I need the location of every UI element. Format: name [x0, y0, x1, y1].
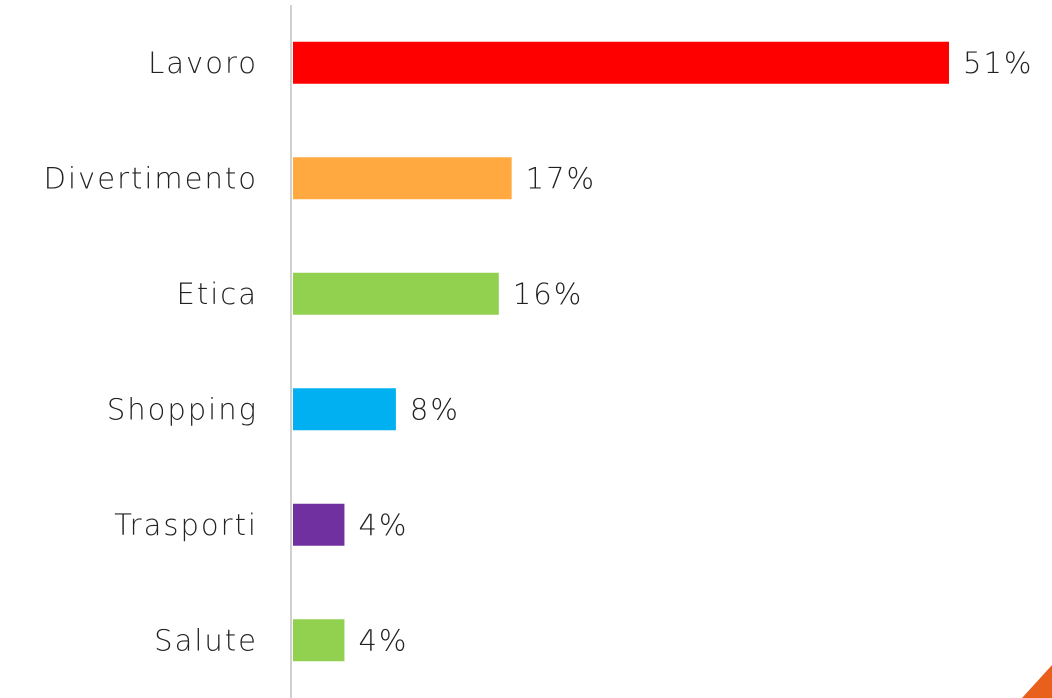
category-label: Lavoro — [148, 46, 258, 80]
data-label: 4% — [358, 623, 408, 657]
bar — [293, 503, 345, 546]
bar — [293, 272, 499, 315]
bar — [293, 388, 396, 431]
bar — [293, 157, 512, 200]
category-label: Divertimento — [44, 161, 258, 195]
data-label: 51% — [963, 46, 1033, 80]
data-label: 16% — [513, 277, 583, 311]
corner-decoration — [1022, 665, 1052, 698]
bar — [293, 619, 345, 662]
data-label: 8% — [410, 392, 460, 426]
category-label: Shopping — [107, 392, 258, 426]
bar — [293, 41, 949, 84]
category-label: Salute — [154, 623, 258, 657]
data-label: 4% — [358, 508, 408, 542]
data-label: 17% — [526, 161, 596, 195]
category-label: Etica — [177, 277, 258, 311]
category-label: Trasporti — [114, 508, 258, 542]
